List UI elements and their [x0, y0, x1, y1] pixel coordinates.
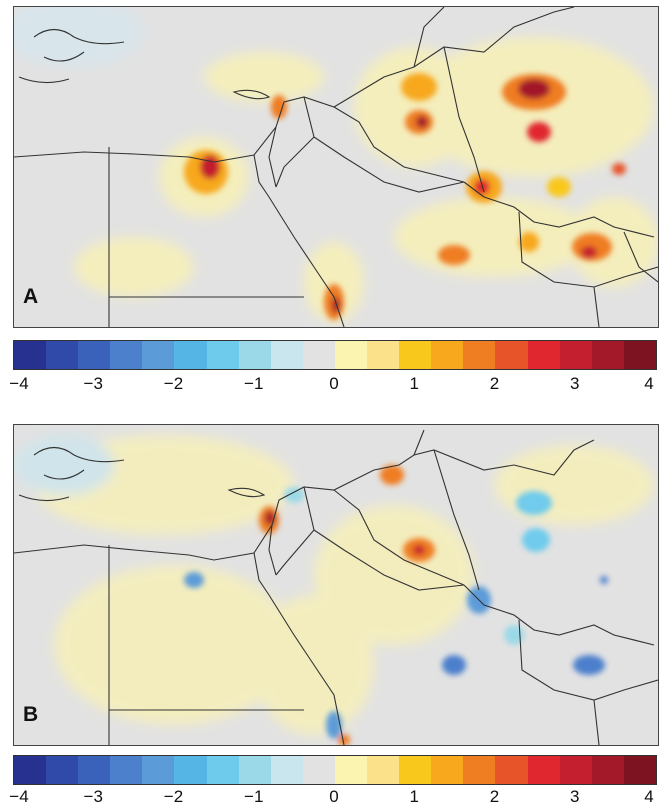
- map-a-borders: [14, 7, 658, 327]
- colorbar-a-ticks: −4 −3 −2 −1 0 1 2 3 4: [0, 374, 660, 394]
- colorbar-tick-label: −3: [83, 787, 103, 806]
- colorbar-cell: [399, 756, 432, 784]
- colorbar-cell: [78, 756, 111, 784]
- colorbar-cell: [431, 756, 464, 784]
- colorbar-tick-label: 2: [489, 374, 500, 393]
- colorbar-cell: [334, 341, 368, 369]
- colorbar-tick-label: 3: [570, 374, 580, 393]
- colorbar-tick-label: 4: [644, 787, 654, 806]
- colorbar-cell: [46, 341, 79, 369]
- colorbar-tick-label: 1: [409, 374, 419, 393]
- colorbar-tick-label: 0: [329, 787, 339, 806]
- colorbar-tick-label: −1: [244, 787, 264, 806]
- colorbar-cell: [174, 341, 207, 369]
- colorbar-tick-label: 1: [409, 787, 419, 806]
- colorbar-cell: [559, 756, 592, 784]
- colorbar-tick-label: −1: [244, 374, 264, 393]
- colorbar-cell: [591, 341, 624, 369]
- colorbar-tick-label: 0: [329, 374, 339, 393]
- colorbar-cell: [463, 756, 496, 784]
- colorbar-tick-label: −4: [9, 787, 29, 806]
- colorbar-cell: [302, 341, 335, 369]
- colorbar-cell: [110, 756, 143, 784]
- colorbar-b-ticks: −4 −3 −2 −1 0 1 2 3 4: [0, 787, 660, 807]
- colorbar-cell: [174, 756, 207, 784]
- panel-label-b: B: [23, 703, 39, 726]
- colorbar-a: [13, 340, 657, 370]
- map-panel-a: A: [13, 6, 659, 328]
- colorbar-cell: [495, 341, 528, 369]
- colorbar-tick-label: 4: [644, 374, 654, 393]
- colorbar-cell: [270, 756, 303, 784]
- colorbar-tick-label: −4: [9, 374, 29, 393]
- colorbar-cell: [46, 756, 79, 784]
- colorbar-cell: [334, 756, 368, 784]
- colorbar-tick-label: −2: [163, 374, 184, 393]
- colorbar-cell: [431, 341, 464, 369]
- colorbar-cell: [14, 756, 47, 784]
- map-a-svg: [14, 7, 658, 327]
- colorbar-tick-label: −2: [163, 787, 184, 806]
- map-b-svg: [14, 429, 658, 745]
- colorbar-cell: [527, 756, 560, 784]
- colorbar-cell: [527, 341, 560, 369]
- colorbar-cell: [142, 756, 175, 784]
- colorbar-cell: [623, 341, 656, 369]
- colorbar-cell: [463, 341, 496, 369]
- colorbar-cell: [270, 341, 303, 369]
- colorbar-cell: [623, 756, 656, 784]
- panel-label-a: A: [23, 285, 39, 308]
- colorbar-cell: [399, 341, 432, 369]
- colorbar-b: [13, 755, 657, 785]
- colorbar-cell: [302, 756, 335, 784]
- colorbar-cell: [495, 756, 528, 784]
- colorbar-cell: [14, 341, 47, 369]
- colorbar-tick-label: 2: [489, 787, 500, 806]
- colorbar-cell: [367, 756, 400, 784]
- map-b-anomaly-layer: [14, 435, 654, 745]
- map-a-anomaly-layer: [14, 7, 658, 322]
- colorbar-cell: [206, 341, 239, 369]
- colorbar-cell: [367, 341, 400, 369]
- map-panel-b: B: [13, 424, 659, 746]
- colorbar-cell: [238, 756, 271, 784]
- colorbar-cell: [591, 756, 624, 784]
- colorbar-cell: [206, 756, 239, 784]
- colorbar-cell: [110, 341, 143, 369]
- colorbar-cell: [78, 341, 111, 369]
- colorbar-tick-label: 3: [570, 787, 580, 806]
- map-b-borders: [14, 429, 658, 745]
- colorbar-cell: [142, 341, 175, 369]
- colorbar-cell: [238, 341, 271, 369]
- colorbar-cell: [559, 341, 592, 369]
- colorbar-tick-label: −3: [83, 374, 103, 393]
